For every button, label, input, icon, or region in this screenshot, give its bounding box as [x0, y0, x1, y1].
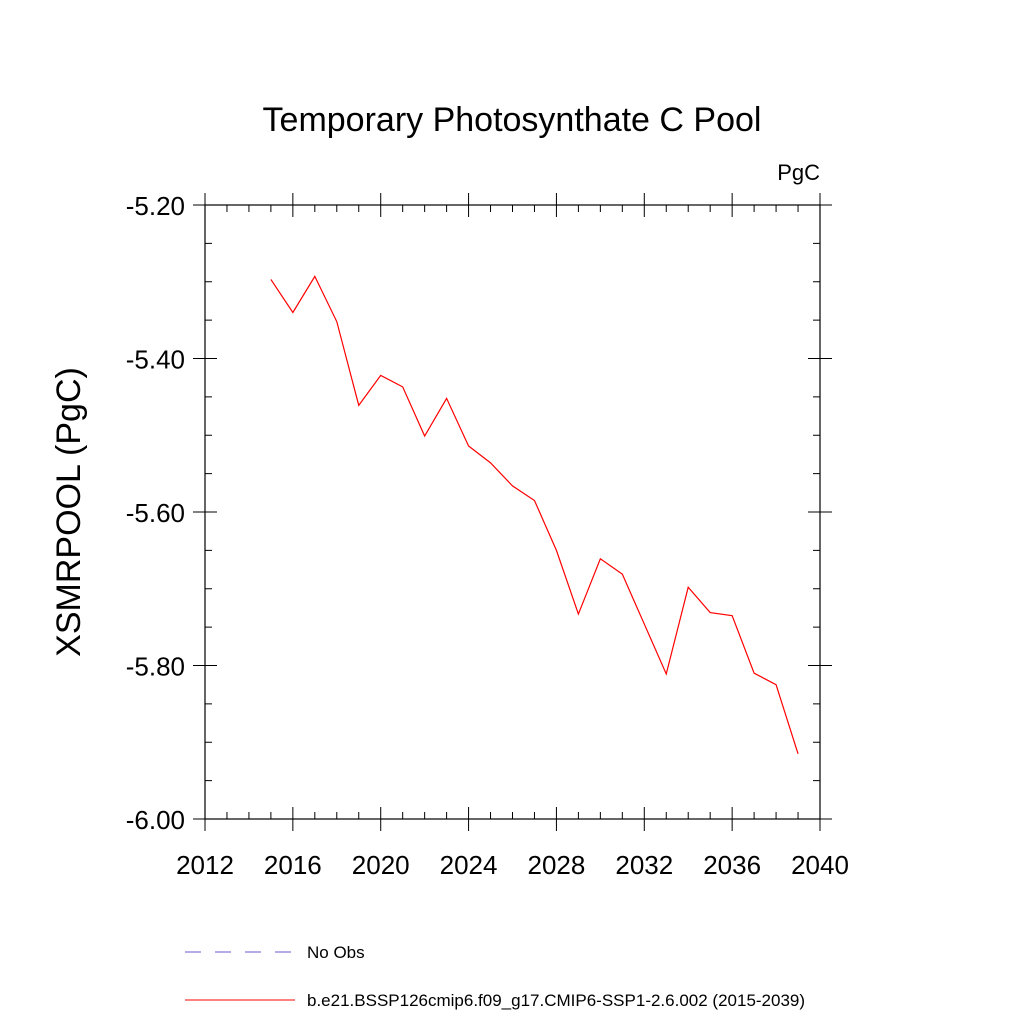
y-tick-label: -5.60 — [126, 498, 185, 528]
x-tick-label: 2032 — [615, 850, 673, 880]
y-axis-label: XSMRPOOL (PgC) — [50, 367, 88, 657]
x-tick-label: 2012 — [176, 850, 234, 880]
x-tick-label: 2040 — [791, 850, 849, 880]
legend: No Obs b.e21.BSSP126cmip6.f09_g17.CMIP6-S… — [185, 943, 805, 1010]
chart-title: Temporary Photosynthate C Pool — [263, 101, 762, 139]
x-tick-label: 2016 — [264, 850, 322, 880]
x-tick-label: 2036 — [703, 850, 761, 880]
axis-ticks — [193, 193, 832, 831]
y-tick-label: -5.40 — [126, 345, 185, 375]
x-tick-label: 2020 — [352, 850, 410, 880]
x-tick-label: 2024 — [440, 850, 498, 880]
legend-label: b.e21.BSSP126cmip6.f09_g17.CMIP6-SSP1-2.… — [307, 991, 805, 1010]
legend-label: No Obs — [307, 943, 365, 962]
units-label: PgC — [777, 160, 820, 185]
series-lines — [270, 275, 799, 754]
y-tick-label: -6.00 — [126, 805, 185, 835]
y-tick-label: -5.80 — [126, 652, 185, 682]
x-tick-label: 2028 — [528, 850, 586, 880]
y-tick-label: -5.20 — [126, 191, 185, 221]
plot-frame — [204, 204, 821, 820]
x-tick-labels: 2012 2016 2020 2024 2028 2032 2036 2040 — [176, 850, 849, 880]
y-tick-labels: -6.00 -5.80 -5.60 -5.40 -5.20 — [126, 191, 185, 835]
series-line — [270, 275, 799, 754]
